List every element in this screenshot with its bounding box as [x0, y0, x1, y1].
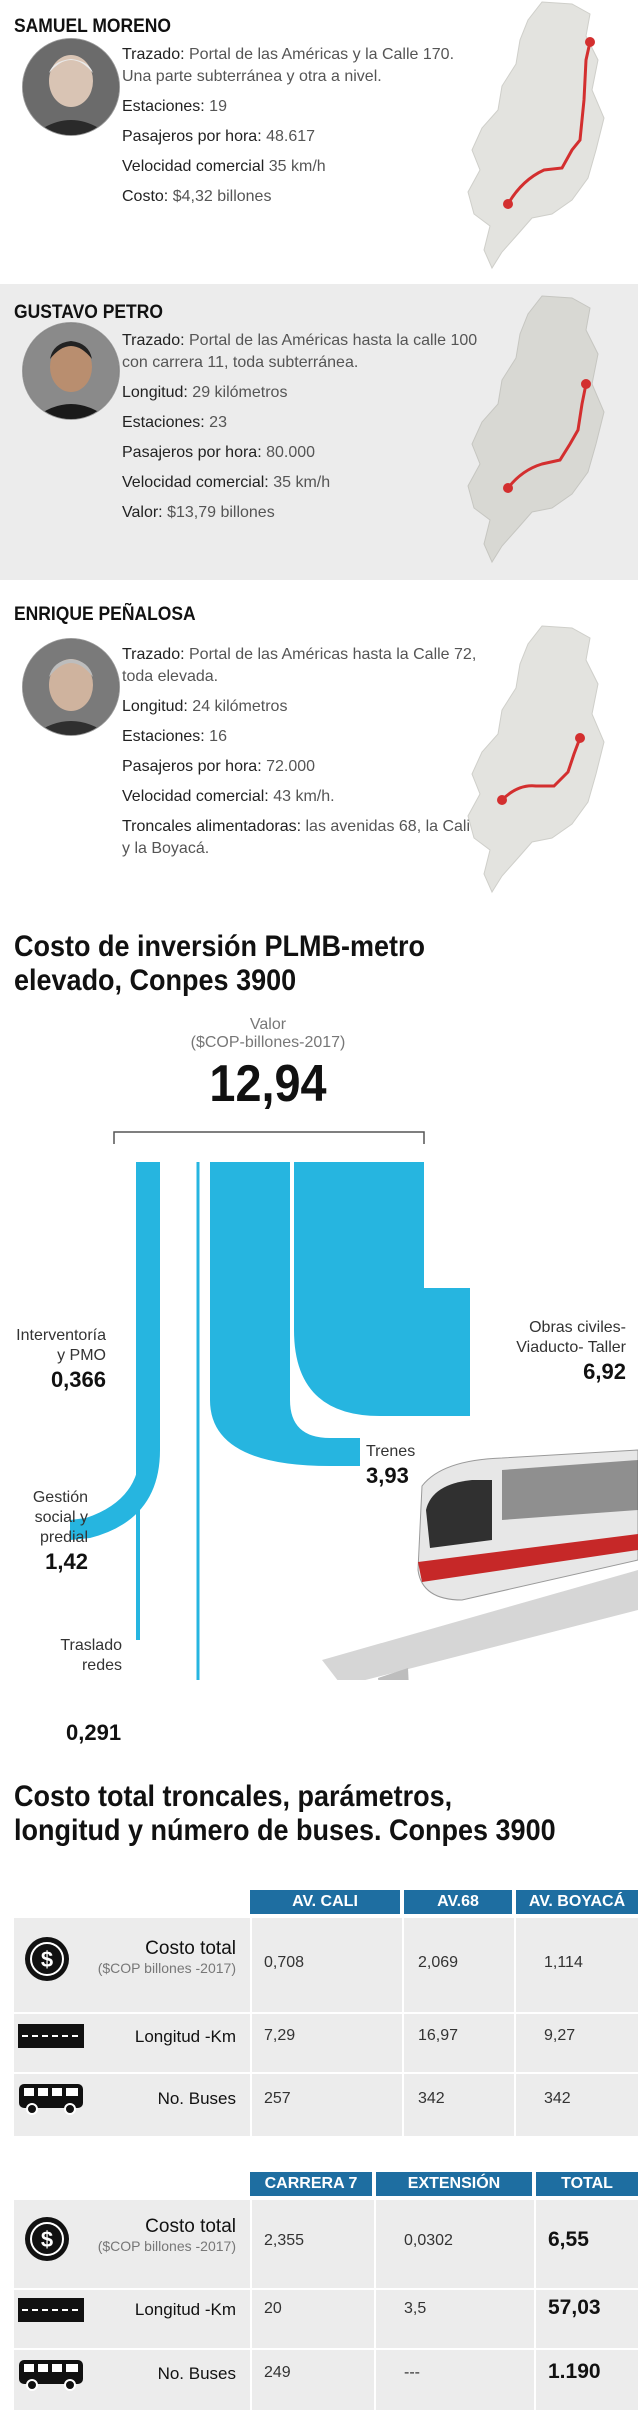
bogota-route-map [467, 295, 605, 564]
info-row: Velocidad comercial 35 km/h [122, 158, 326, 175]
row-label-longitud: Longitud -Km [134, 2300, 236, 2319]
info-row: Costo: $4,32 billones [122, 188, 272, 205]
column-header: CARRERA 7 [250, 2172, 372, 2196]
info-row: Estaciones: 16 [122, 728, 227, 745]
table-cell: 20 [264, 2300, 282, 2317]
investment-title: Costo de inversión PLMB-metro elevado, C… [14, 930, 426, 997]
component-trenes: Trenes 3,93 [366, 1443, 416, 1488]
info-row: Trazado: Portal de las Américas y la Cal… [122, 46, 455, 85]
row-label-buses: No. Buses [157, 2089, 236, 2108]
troncales-table-1: AV. CALI AV.68 AV. BOYACÁ $ Costo total … [14, 1890, 638, 2138]
info-row: Longitud: 29 kilómetros [122, 384, 288, 401]
table-cell: 7,29 [264, 2027, 296, 2044]
candidate-info: Trazado: Portal de las Américas hasta la… [122, 330, 482, 532]
table-body [14, 1918, 638, 2136]
bus-icon [19, 2360, 83, 2391]
info-row: Troncales alimentadoras: las avenidas 68… [122, 818, 471, 857]
candidate-photo [22, 322, 120, 420]
svg-text:$: $ [41, 1947, 53, 1972]
money-icon: $ [25, 1937, 69, 1981]
money-icon: $ [25, 2217, 69, 2261]
investment-flow-diagram [70, 1131, 638, 1680]
troncales-table-2: CARRERA 7 EXTENSIÓN CARACAS TOTAL $ Cost… [14, 2172, 638, 2410]
road-icon [18, 2298, 84, 2322]
table-cell: 1.190 [548, 2360, 601, 2383]
bus-icon [19, 2084, 83, 2115]
column-header: TOTAL [536, 2172, 638, 2196]
candidate-block-petro: GUSTAVO PETRO Trazado: Portal de las Amé… [0, 284, 638, 580]
info-row: Pasajeros por hora: 80.000 [122, 444, 316, 461]
road-icon [18, 2024, 84, 2048]
candidate-block-moreno: SAMUEL MORENO Trazado: Portal de las Amé… [0, 0, 638, 284]
flow-trenes [210, 1162, 360, 1466]
candidate-photo [22, 638, 120, 736]
info-row: Trazado: Portal de las Américas hasta la… [122, 646, 477, 685]
svg-text:$: $ [41, 2227, 53, 2252]
component-obras: Obras civiles- Viaducto- Taller 6,92 [516, 1319, 626, 1384]
table-cell: 16,97 [418, 2027, 459, 2044]
info-row: Longitud: 24 kilómetros [122, 698, 288, 715]
info-row: Pasajeros por hora: 72.000 [122, 758, 316, 775]
table-cell: 342 [544, 2090, 571, 2107]
flow-gestion [70, 1162, 160, 1540]
train-icon [322, 1449, 638, 1680]
table-cell: 9,27 [544, 2027, 576, 2044]
candidate-name: ENRIQUE PEÑALOSA [14, 604, 196, 625]
column-header: EXTENSIÓN CARACAS [376, 2172, 532, 2216]
candidate-name: GUSTAVO PETRO [14, 302, 163, 323]
component-gestion: Gestión social y predial 1,42 [32, 1489, 88, 1574]
info-row: Estaciones: 23 [122, 414, 227, 431]
info-row: Valor: $13,79 billones [122, 504, 275, 521]
flow-obras [294, 1162, 470, 1416]
column-header: AV.68 [404, 1890, 512, 1914]
candidate-info: Trazado: Portal de las Américas hasta la… [122, 644, 482, 868]
table-cell: 342 [418, 2090, 445, 2107]
component-interventoria: Interventoría y PMO 0,366 [16, 1327, 106, 1392]
table-cell: 0,0302 [404, 2232, 453, 2249]
column-header: AV. CALI [250, 1890, 400, 1914]
table-cell: 249 [264, 2364, 291, 2381]
info-row: Trazado: Portal de las Américas hasta la… [122, 332, 478, 371]
table-cell: 57,03 [548, 2296, 601, 2319]
table-body [14, 2200, 638, 2410]
row-label-costo: Costo total ($COP billones -2017) [97, 2216, 236, 2254]
table-cell: 2,069 [418, 1954, 459, 1971]
table-cell: 2,355 [264, 2232, 305, 2249]
candidate-info: Trazado: Portal de las Américas y la Cal… [122, 44, 482, 216]
info-row: Velocidad comercial: 43 km/h. [122, 788, 335, 805]
table-cell: 1,114 [544, 1954, 583, 1971]
info-row: Estaciones: 19 [122, 98, 227, 115]
info-row: Pasajeros por hora: 48.617 [122, 128, 316, 145]
bogota-route-map [467, 625, 605, 894]
candidate-block-penalosa: ENRIQUE PEÑALOSA Trazado: Portal de las … [0, 580, 638, 894]
info-row: Velocidad comercial: 35 km/h [122, 474, 331, 491]
table-cell: 257 [264, 2090, 291, 2107]
table-cell: 0,708 [264, 1954, 305, 1971]
row-label-buses: No. Buses [157, 2364, 236, 2383]
row-label-longitud: Longitud -Km [134, 2027, 236, 2046]
candidate-name: SAMUEL MORENO [14, 16, 172, 37]
row-label-costo: Costo total ($COP billones -2017) [97, 1938, 236, 1976]
component-traslado-value: 0,291 [66, 1720, 122, 1745]
table-cell: 6,55 [548, 2228, 589, 2251]
bogota-route-map [467, 1, 605, 270]
total-value-label: Valor ($COP-billones-2017) [190, 1016, 346, 1051]
troncales-title: Costo total troncales, parámetros, longi… [14, 1780, 556, 1847]
table-cell: 3,5 [404, 2300, 427, 2317]
candidate-photo [22, 38, 120, 136]
table-cell: --- [404, 2364, 420, 2381]
total-value: 12,94 [209, 1055, 327, 1113]
column-header: AV. BOYACÁ [516, 1890, 638, 1914]
component-traslado: Traslado redes [60, 1637, 122, 1674]
